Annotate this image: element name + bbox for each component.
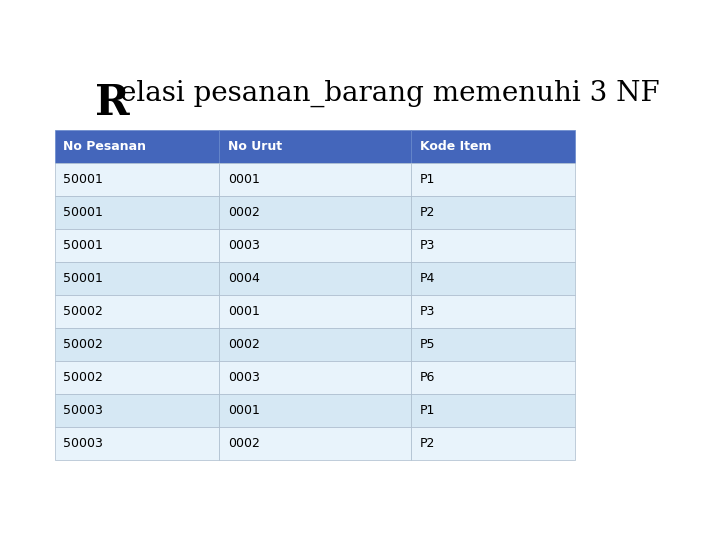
Text: 50001: 50001	[63, 239, 103, 252]
Text: 0001: 0001	[228, 173, 260, 186]
Text: 50001: 50001	[63, 173, 103, 186]
Bar	[55, 130, 219, 163]
Bar	[411, 328, 575, 361]
Text: 50002: 50002	[63, 371, 103, 384]
Bar	[411, 196, 575, 229]
Text: P2: P2	[420, 206, 435, 219]
Text: 0001: 0001	[228, 305, 260, 318]
Text: P5: P5	[420, 338, 435, 351]
Bar	[411, 295, 575, 328]
Bar	[219, 163, 411, 196]
Bar	[219, 361, 411, 394]
Bar	[411, 130, 575, 163]
Bar	[411, 361, 575, 394]
Bar	[55, 196, 219, 229]
Bar	[55, 328, 219, 361]
Bar	[219, 262, 411, 295]
Bar	[219, 130, 411, 163]
Text: 50002: 50002	[63, 305, 103, 318]
Text: No Pesanan: No Pesanan	[63, 140, 146, 153]
Bar	[219, 196, 411, 229]
Text: 0004: 0004	[228, 272, 260, 285]
Text: P1: P1	[420, 173, 435, 186]
Bar	[219, 295, 411, 328]
Text: 0002: 0002	[228, 206, 260, 219]
Text: 0001: 0001	[228, 404, 260, 417]
Bar	[55, 427, 219, 460]
Text: 50003: 50003	[63, 404, 103, 417]
Text: elasi pesanan_barang memenuhi 3 NF: elasi pesanan_barang memenuhi 3 NF	[120, 80, 660, 107]
Bar	[411, 262, 575, 295]
Text: R: R	[95, 82, 130, 124]
Bar	[55, 295, 219, 328]
Bar	[55, 394, 219, 427]
Text: P3: P3	[420, 239, 435, 252]
Bar	[55, 229, 219, 262]
Bar	[411, 229, 575, 262]
Text: HAL : 97: HAL : 97	[646, 520, 698, 530]
Text: P6: P6	[420, 371, 435, 384]
Text: P4: P4	[420, 272, 435, 285]
Text: GASAL 2007/2008: GASAL 2007/2008	[22, 520, 132, 530]
Text: 50001: 50001	[63, 272, 103, 285]
Bar	[219, 394, 411, 427]
Text: P2: P2	[420, 437, 435, 450]
Text: P1: P1	[420, 404, 435, 417]
Text: PENGANTAR SISTEM BASIS DATA (KP123): PENGANTAR SISTEM BASIS DATA (KP123)	[231, 520, 489, 530]
Bar	[55, 361, 219, 394]
Bar	[411, 394, 575, 427]
Text: No Urut: No Urut	[228, 140, 282, 153]
Text: 50003: 50003	[63, 437, 103, 450]
Bar	[411, 163, 575, 196]
Bar	[219, 427, 411, 460]
Text: P3: P3	[420, 305, 435, 318]
Bar	[219, 229, 411, 262]
Text: 0002: 0002	[228, 437, 260, 450]
Bar	[411, 427, 575, 460]
Text: 0003: 0003	[228, 239, 260, 252]
Bar	[55, 163, 219, 196]
Text: 50001: 50001	[63, 206, 103, 219]
Text: 50002: 50002	[63, 338, 103, 351]
Bar	[55, 262, 219, 295]
Text: 0002: 0002	[228, 338, 260, 351]
Bar	[219, 328, 411, 361]
Text: Kode Item: Kode Item	[420, 140, 491, 153]
Text: 0003: 0003	[228, 371, 260, 384]
Text: FAKULTAS TEKNOLOGI INFORMASI - UNIVERSITAS BUDI LUHUR: FAKULTAS TEKNOLOGI INFORMASI - UNIVERSIT…	[117, 9, 603, 23]
